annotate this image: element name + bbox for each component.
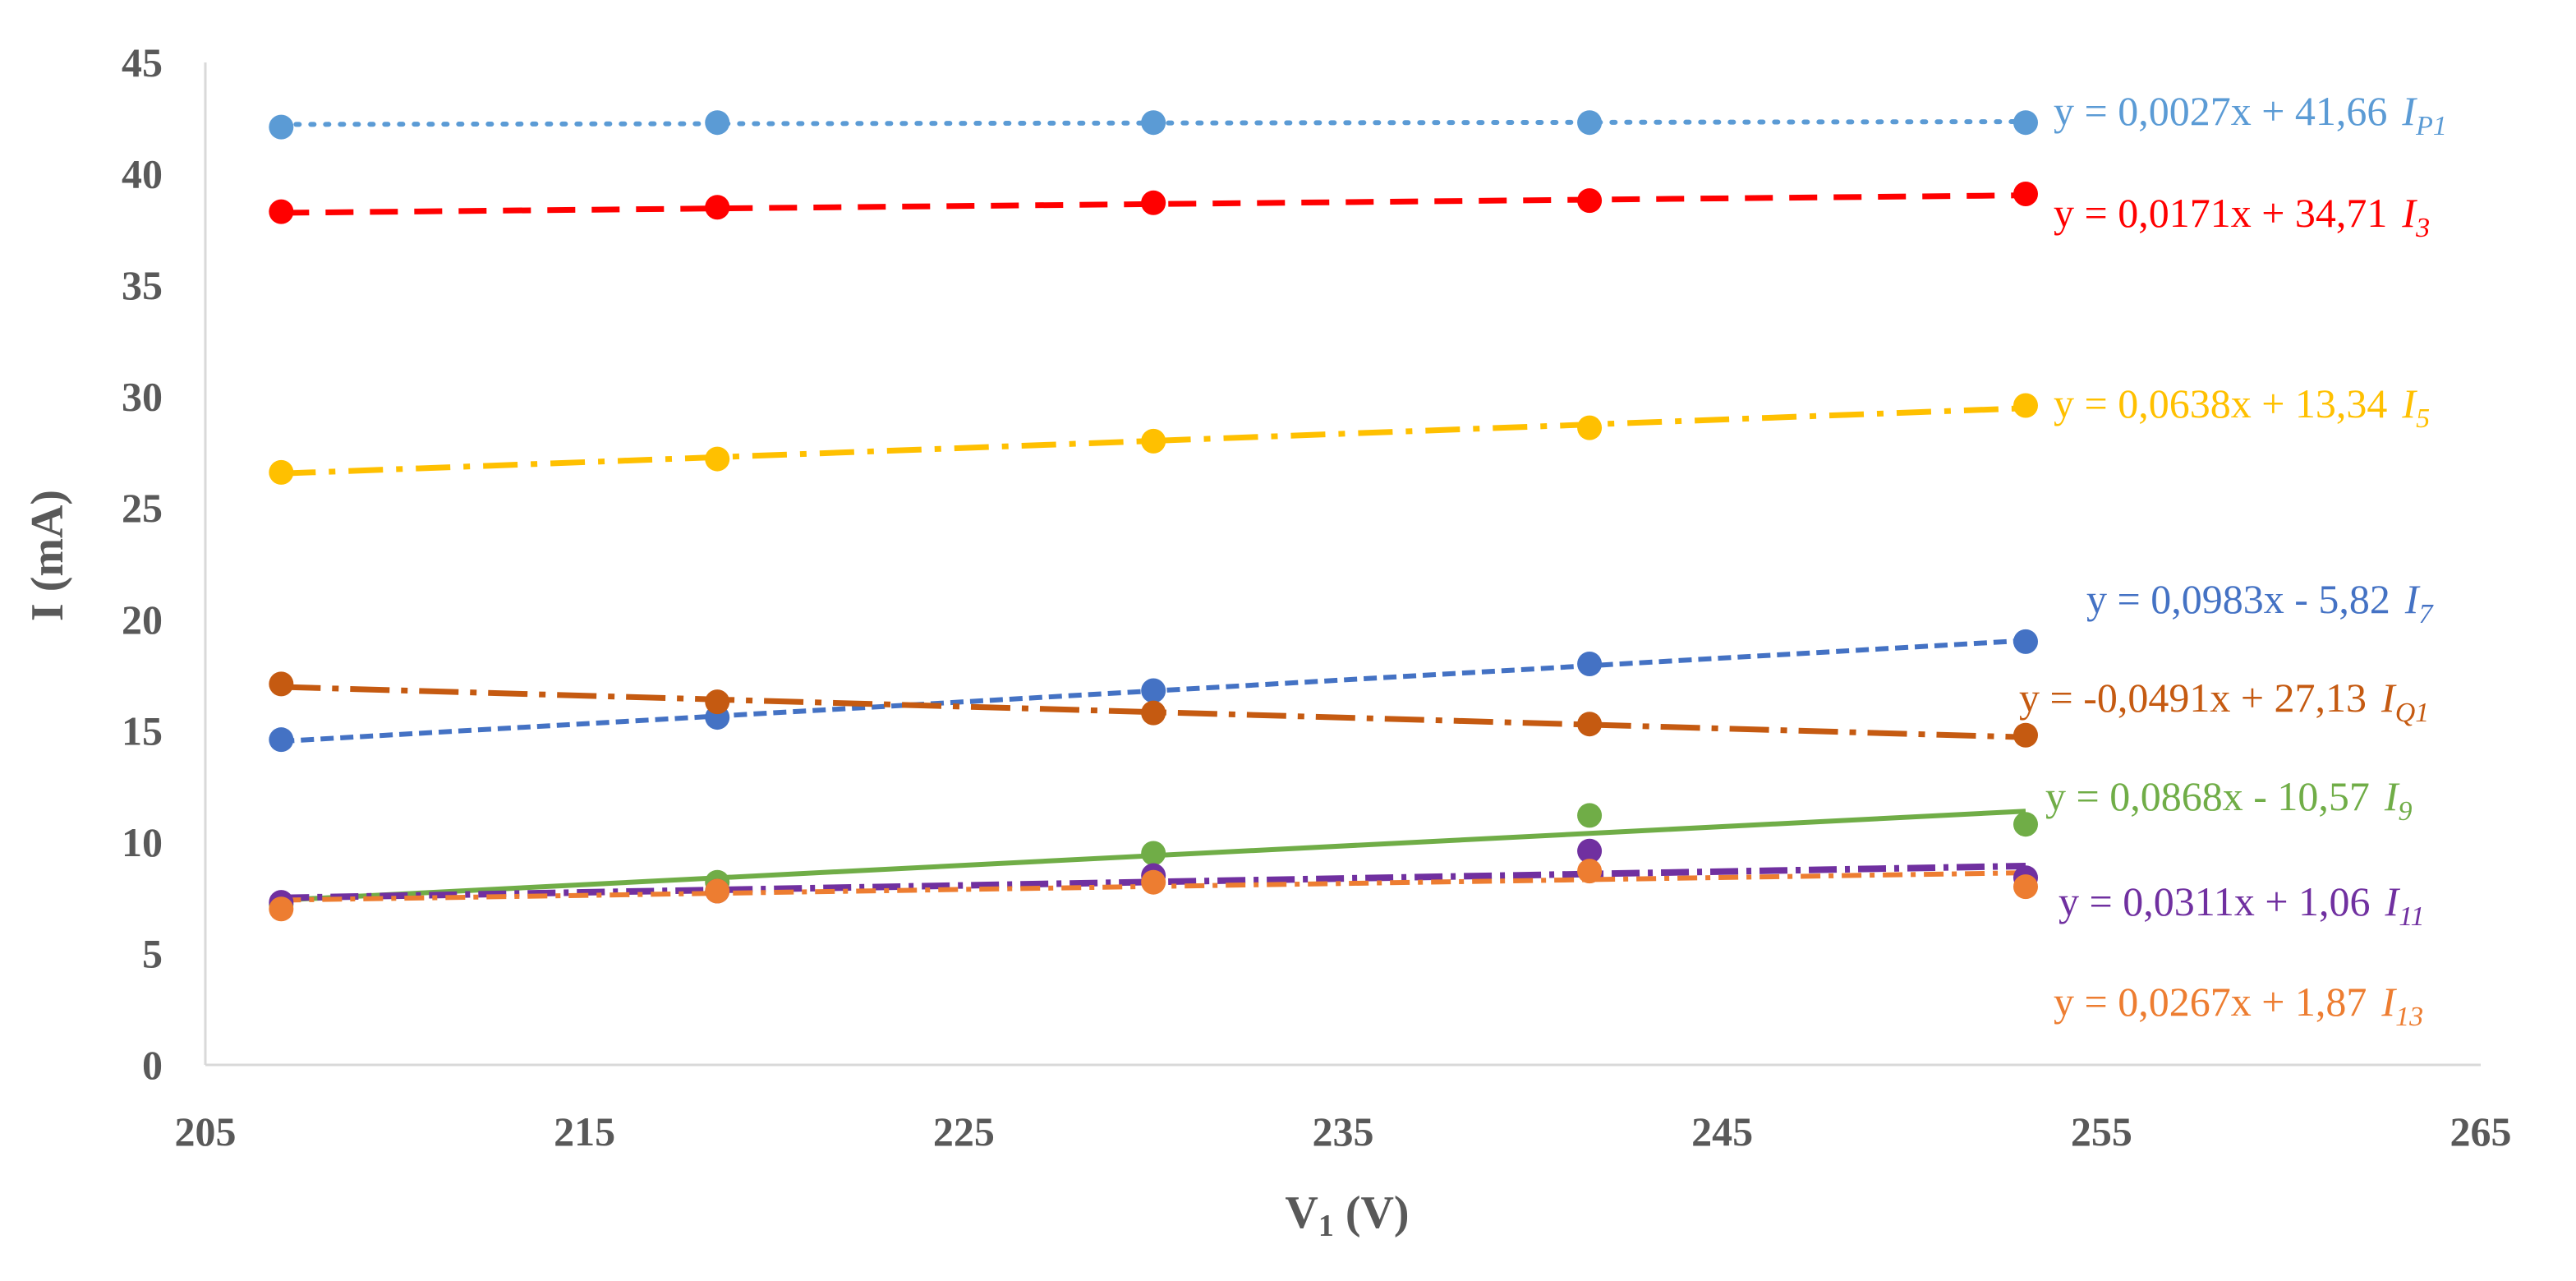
point-i13 [2013, 874, 2038, 900]
point-i5 [1141, 428, 1166, 454]
point-ip1 [1141, 110, 1166, 136]
equation-i5: y = 0,0638x + 13,34 [2054, 380, 2387, 426]
y-tick-label: 30 [122, 374, 163, 420]
y-axis-title: I (mA) [22, 490, 73, 621]
y-tick-label: 5 [142, 930, 163, 976]
y-tick-label: 45 [122, 39, 163, 85]
y-tick-label: 0 [142, 1042, 163, 1088]
equation-i11: y = 0,0311x + 1,06 [2058, 878, 2371, 924]
trendline-i5 [281, 405, 2026, 477]
equation-i13: y = 0,0267x + 1,87 [2054, 979, 2367, 1025]
symbol-ip1: I [2401, 88, 2417, 134]
x-tick-label: 265 [2450, 1108, 2512, 1154]
trendline-iq1 [281, 684, 2026, 740]
point-ip1 [705, 110, 730, 136]
trendline-i11 [281, 862, 2026, 901]
point-i9 [1577, 803, 1603, 828]
point-i3 [705, 195, 730, 220]
y-tick-label: 35 [122, 262, 163, 308]
point-i7 [1141, 678, 1166, 703]
point-i7 [269, 727, 294, 753]
point-i3 [2013, 181, 2038, 206]
plot-area [204, 62, 2481, 1067]
point-ip1 [269, 114, 294, 140]
x-tick-label: 235 [1313, 1108, 1374, 1154]
point-i7 [2013, 629, 2038, 654]
symbol-i11: I [2385, 878, 2401, 924]
point-i5 [705, 446, 730, 472]
label-iq1: y = -0,0491x + 27,13 IQ1 [2019, 675, 2429, 728]
point-i11 [1577, 838, 1603, 864]
equation-i7: y = 0,0983x - 5,82 [2086, 576, 2390, 622]
x-tick-label: 225 [933, 1108, 995, 1154]
y-tick-label: 40 [122, 151, 163, 197]
x-axis-title-main: V [1285, 1187, 1318, 1238]
point-iq1 [705, 689, 730, 715]
label-ip1: y = 0,0027x + 41,66 IP1 [2054, 88, 2447, 141]
symbol-sub-i7: 7 [2419, 599, 2435, 629]
symbol-sub-i9: 9 [2399, 796, 2413, 827]
point-i9 [1141, 841, 1166, 866]
label-i7: y = 0,0983x - 5,82 I7 [2086, 576, 2435, 629]
point-i9 [2013, 812, 2038, 837]
data-points [269, 110, 2038, 922]
label-i5: y = 0,0638x + 13,34 I5 [2054, 380, 2430, 434]
point-i13 [269, 896, 294, 922]
point-ip1 [2013, 110, 2038, 136]
equation-i9: y = 0,0868x - 10,57 [2045, 773, 2370, 819]
trendlines [278, 119, 2028, 903]
y-tick-label: 10 [122, 819, 163, 865]
point-i13 [705, 878, 730, 904]
point-i3 [1141, 190, 1166, 215]
x-tick-label: 245 [1691, 1108, 1753, 1154]
x-axis-title: V1 (V) [1285, 1187, 1409, 1243]
equation-ip1: y = 0,0027x + 41,66 [2054, 88, 2387, 134]
symbol-i3: I [2401, 190, 2417, 236]
point-iq1 [1141, 700, 1166, 726]
point-iq1 [269, 671, 294, 697]
point-i7 [1577, 652, 1603, 676]
x-axis-title-unit: (V) [1334, 1187, 1410, 1238]
point-iq1 [1577, 712, 1603, 737]
label-i9: y = 0,0868x - 10,57 I9 [2045, 773, 2413, 827]
symbol-sub-i11: 11 [2399, 901, 2424, 932]
x-tick-label: 215 [554, 1108, 615, 1154]
point-i13 [1141, 869, 1166, 895]
y-tick-label: 20 [122, 597, 163, 643]
symbol-i9: I [2384, 773, 2400, 819]
point-i3 [1577, 188, 1603, 214]
trendline-i3 [281, 192, 2026, 216]
x-axis-title-sub: 1 [1318, 1209, 1334, 1243]
equation-i3: y = 0,0171x + 34,71 [2054, 190, 2387, 236]
point-i3 [269, 199, 294, 224]
symbol-sub-i3: 3 [2415, 213, 2430, 243]
y-tick-label: 15 [122, 707, 163, 753]
label-i11: y = 0,0311x + 1,06 I11 [2058, 878, 2425, 932]
y-tick-label: 25 [122, 485, 163, 531]
x-tick-label: 205 [175, 1108, 237, 1154]
point-iq1 [2013, 722, 2038, 748]
point-i13 [1577, 859, 1603, 884]
symbol-i7: I [2404, 576, 2421, 622]
label-i3: y = 0,0171x + 34,71 I3 [2054, 190, 2430, 243]
symbol-i5: I [2401, 380, 2417, 426]
label-i13: y = 0,0267x + 1,87 I13 [2054, 979, 2423, 1032]
x-tick-label: 255 [2071, 1108, 2132, 1154]
symbol-sub-iq1: Q1 [2395, 698, 2430, 728]
point-ip1 [1577, 110, 1603, 136]
symbol-iq1: I [2380, 675, 2397, 721]
point-i5 [1577, 415, 1603, 440]
equation-iq1: y = -0,0491x + 27,13 [2019, 675, 2367, 721]
symbol-sub-ip1: P1 [2415, 111, 2447, 141]
symbol-i13: I [2380, 979, 2397, 1025]
point-i5 [2013, 393, 2038, 418]
symbol-sub-i5: 5 [2416, 403, 2430, 434]
point-i5 [269, 459, 294, 485]
symbol-sub-i13: 13 [2395, 1002, 2423, 1032]
